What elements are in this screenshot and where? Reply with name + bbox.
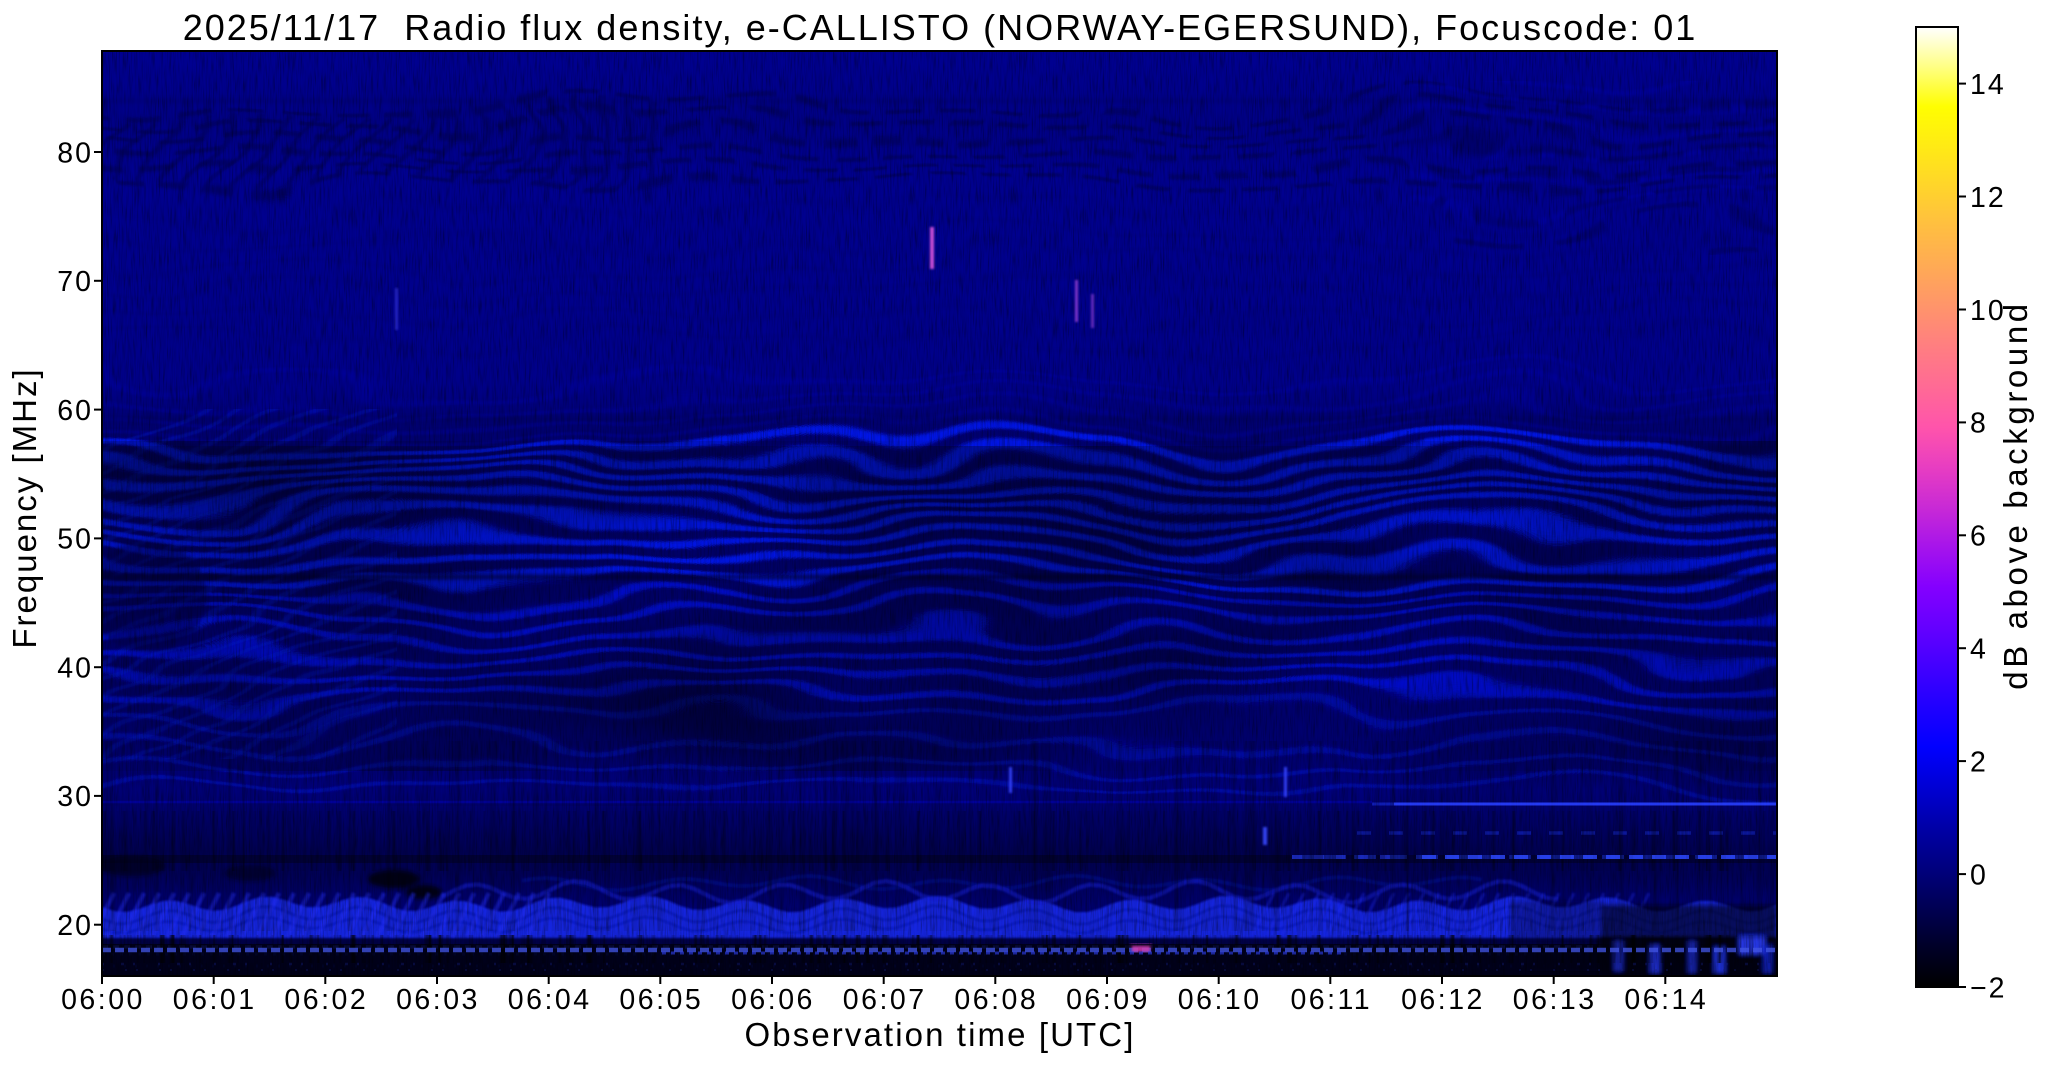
svg-text:30: 30 bbox=[57, 781, 93, 813]
svg-text:Frequency [MHz]: Frequency [MHz] bbox=[6, 367, 43, 648]
svg-text:06:06: 06:06 bbox=[731, 984, 815, 1016]
svg-text:06:10: 06:10 bbox=[1178, 984, 1262, 1016]
svg-text:06:04: 06:04 bbox=[508, 984, 592, 1016]
svg-text:06:00: 06:00 bbox=[61, 984, 145, 1016]
svg-text:06:01: 06:01 bbox=[173, 984, 257, 1016]
svg-text:6: 6 bbox=[1970, 521, 1988, 553]
svg-text:20: 20 bbox=[57, 910, 93, 942]
svg-text:−2: −2 bbox=[1970, 972, 2007, 1004]
svg-text:06:12: 06:12 bbox=[1401, 984, 1485, 1016]
svg-text:10: 10 bbox=[1970, 295, 2006, 327]
svg-text:14: 14 bbox=[1970, 69, 2006, 101]
svg-text:06:13: 06:13 bbox=[1513, 984, 1597, 1016]
svg-text:2025/11/17 Radio flux density: 2025/11/17 Radio flux density, e-CALLIST… bbox=[183, 7, 1698, 48]
svg-text:8: 8 bbox=[1970, 408, 1988, 440]
svg-text:12: 12 bbox=[1970, 182, 2006, 214]
svg-text:0: 0 bbox=[1970, 859, 1988, 891]
svg-text:dB above background: dB above background bbox=[1997, 300, 2034, 689]
svg-text:06:07: 06:07 bbox=[843, 984, 927, 1016]
svg-text:4: 4 bbox=[1970, 634, 1988, 666]
svg-text:06:11: 06:11 bbox=[1290, 984, 1372, 1016]
svg-text:Observation time [UTC]: Observation time [UTC] bbox=[745, 1016, 1136, 1053]
svg-text:80: 80 bbox=[57, 137, 93, 169]
svg-text:50: 50 bbox=[57, 524, 93, 556]
svg-text:06:09: 06:09 bbox=[1066, 984, 1150, 1016]
svg-text:06:05: 06:05 bbox=[619, 984, 703, 1016]
svg-text:2: 2 bbox=[1970, 746, 1988, 778]
svg-text:06:08: 06:08 bbox=[954, 984, 1038, 1016]
svg-text:70: 70 bbox=[57, 266, 93, 298]
svg-text:40: 40 bbox=[57, 653, 93, 685]
svg-text:06:03: 06:03 bbox=[396, 984, 480, 1016]
svg-text:06:14: 06:14 bbox=[1624, 984, 1708, 1016]
svg-text:60: 60 bbox=[57, 395, 93, 427]
svg-text:06:02: 06:02 bbox=[284, 984, 368, 1016]
